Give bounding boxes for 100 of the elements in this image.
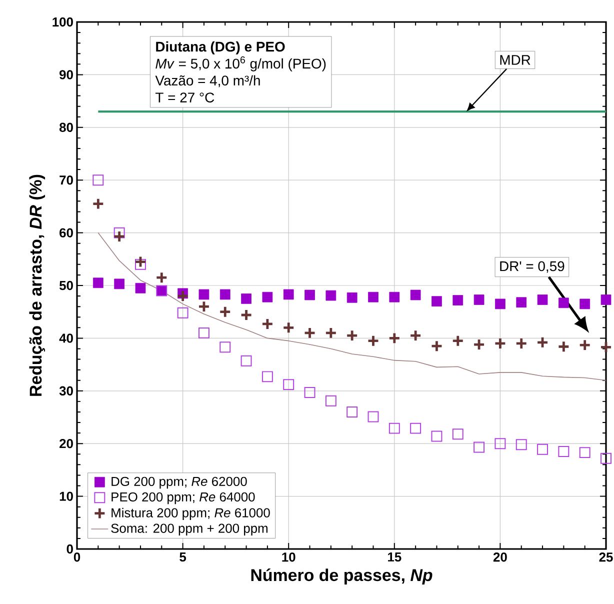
- point: [198, 289, 210, 300]
- point: [283, 289, 294, 300]
- point: [558, 446, 570, 457]
- y-tick-label: 40: [59, 334, 73, 343]
- point: [515, 337, 528, 350]
- point: [452, 428, 464, 440]
- x-tick-label: 20: [493, 552, 507, 562]
- point: [600, 294, 612, 305]
- point: [282, 321, 295, 334]
- annotation: T = 27 °C: [155, 92, 214, 102]
- point: [368, 292, 378, 302]
- annotation: MDR: [500, 55, 530, 65]
- point: [262, 292, 273, 302]
- point: [304, 290, 315, 300]
- point: [346, 329, 358, 342]
- y-tick-label: 80: [59, 122, 73, 132]
- point: [537, 444, 548, 455]
- point: [114, 227, 125, 238]
- y-tick-label: 90: [60, 70, 73, 80]
- point: [92, 278, 104, 288]
- point: [176, 290, 189, 302]
- x-tick-label: 25: [599, 552, 613, 562]
- y-axis-title: Redução de arrasto, DR (%): [29, 174, 46, 396]
- point: [494, 438, 506, 450]
- point: [304, 386, 316, 398]
- point: [494, 337, 506, 350]
- legend-label: Soma: 200 ppm + 200 ppm: [111, 524, 268, 536]
- x-tick-label: 5: [180, 552, 186, 562]
- point: [389, 292, 400, 302]
- point: [325, 395, 336, 406]
- point: [536, 336, 549, 349]
- point: [558, 340, 570, 353]
- point: [452, 334, 464, 348]
- y-tick-label: 30: [59, 386, 73, 396]
- legend-label: PEO 200 ppm; Re 64000: [112, 492, 255, 504]
- point: [410, 422, 422, 434]
- point: [430, 340, 443, 352]
- point: [410, 290, 421, 300]
- point: [580, 298, 590, 310]
- point: [368, 411, 379, 422]
- point: [177, 307, 188, 318]
- x-tick-label: 15: [388, 552, 402, 562]
- point: [388, 332, 401, 344]
- annotation: DR' = 0,59: [500, 261, 564, 273]
- x-tick-label: 0: [74, 552, 80, 562]
- point: [92, 174, 104, 186]
- point: [283, 379, 294, 390]
- x-tick-label: 10: [282, 552, 296, 562]
- y-tick-label: 70: [60, 176, 73, 185]
- point: [198, 327, 210, 338]
- y-tick-label: 50: [59, 280, 73, 290]
- point: [516, 439, 527, 450]
- point: [432, 296, 442, 306]
- point: [346, 406, 358, 418]
- legend-label: DG 200 ppm; Re 62000: [112, 476, 247, 489]
- y-tick-label: 0: [66, 544, 73, 554]
- line-series: [98, 232, 606, 381]
- point: [262, 371, 273, 382]
- point: [135, 258, 146, 270]
- point: [558, 298, 569, 308]
- point: [220, 289, 230, 300]
- point: [472, 338, 486, 351]
- point: [452, 295, 464, 306]
- point: [92, 198, 104, 210]
- point: [474, 294, 484, 305]
- point: [240, 308, 252, 322]
- point: [114, 278, 124, 290]
- y-tick-label: 60: [60, 228, 73, 238]
- point: [600, 452, 612, 464]
- point: [388, 422, 400, 434]
- point: [516, 297, 527, 308]
- point: [409, 329, 422, 342]
- point: [218, 306, 232, 318]
- point: [134, 256, 147, 268]
- annotation: Diutana (DG) e PEO: [156, 41, 285, 54]
- point: [474, 442, 485, 453]
- point: [537, 294, 548, 305]
- point: [261, 318, 274, 330]
- point: [155, 271, 168, 284]
- point: [324, 326, 338, 340]
- legend-label: Mistura 200 ppm; Re 61000: [112, 508, 270, 520]
- point: [304, 326, 316, 340]
- y-tick-label: 20: [60, 439, 73, 448]
- point: [220, 342, 231, 353]
- y-tick-label: 10: [60, 492, 73, 501]
- point: [579, 447, 590, 458]
- annotation: Mv = 5,0 x 10$^{6}$ g/mol (PEO): [156, 56, 326, 72]
- annotation: Vazão = 4,0 m³/h: [155, 75, 260, 88]
- point: [241, 293, 252, 304]
- point: [113, 230, 126, 243]
- y-tick-label: 100: [52, 17, 73, 27]
- point: [346, 292, 358, 303]
- point: [578, 338, 592, 352]
- x-axis-title: Número de passes, Np: [251, 568, 432, 584]
- point: [326, 290, 336, 301]
- point: [198, 300, 210, 313]
- point: [600, 340, 612, 354]
- point: [495, 298, 506, 310]
- point: [431, 430, 442, 442]
- point: [135, 282, 146, 294]
